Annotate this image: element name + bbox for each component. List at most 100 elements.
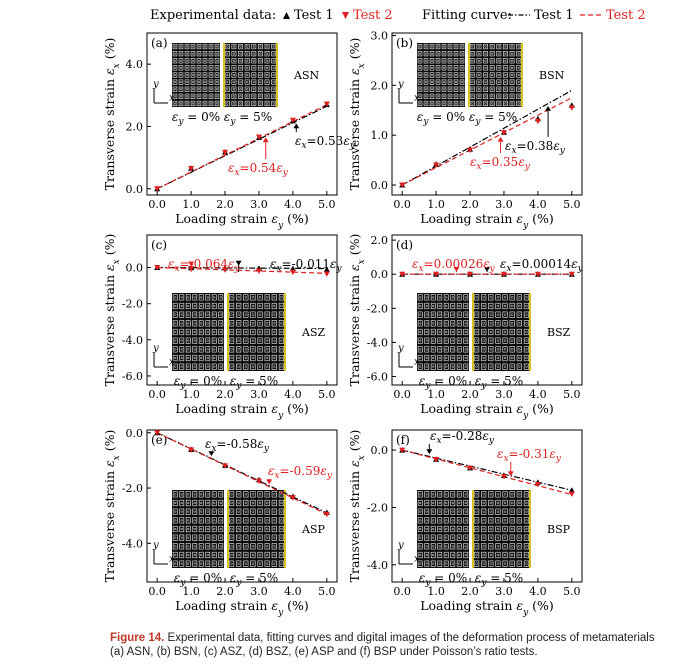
image-initial-hole (458, 527, 461, 531)
image-initial-hole (448, 88, 452, 91)
image-initial-hole (432, 356, 435, 360)
plot-frame (146, 234, 338, 386)
image-initial-cell (185, 346, 191, 353)
image-initial-hole (180, 527, 183, 531)
image-stretched-hole (525, 339, 528, 342)
image-stretched-cell (523, 543, 530, 550)
image-initial-cell (202, 86, 208, 92)
image-initial-hole (213, 536, 216, 539)
image-initial-cell (417, 58, 423, 64)
image-stretched-cell (271, 79, 277, 85)
image-stretched-hole (244, 322, 248, 325)
image-stretched-hole (258, 365, 262, 368)
image-stretched-hole (475, 501, 478, 505)
image-initial-hole (179, 52, 183, 55)
image-initial-cell (424, 543, 430, 550)
image-stretched-hole (226, 88, 229, 91)
image-stretched-hole (265, 519, 269, 522)
image-stretched-hole (251, 536, 255, 539)
image-initial-cell (450, 491, 456, 498)
image-initial-cell (198, 560, 204, 567)
image-initial-hole (438, 356, 441, 360)
image-stretched-hole (259, 59, 262, 62)
image-stretched-cell (481, 328, 487, 336)
image-stretched-cell (488, 560, 494, 567)
image-initial-hole (180, 365, 183, 368)
image-initial-hole (464, 501, 467, 505)
image-initial-hole (191, 45, 195, 48)
image-initial-cell (172, 534, 178, 541)
image-initial-hole (425, 356, 428, 360)
image-initial-hole (209, 102, 213, 105)
image-initial-cell (417, 320, 423, 327)
image-initial-cell (205, 551, 211, 559)
data-point-test2 (467, 271, 474, 278)
image-stretched-hole (232, 52, 236, 55)
image-initial-cell (435, 43, 441, 50)
image-initial-cell (172, 294, 178, 301)
image-stretched-hole (226, 66, 229, 70)
fit-line-test1 (156, 105, 328, 190)
image-initial-hole (454, 66, 458, 69)
image-stretched-cell (473, 363, 480, 370)
image-stretched-hole (244, 313, 248, 316)
image-stretched-cell (264, 72, 270, 78)
image-initial-cell (172, 100, 178, 107)
image-stretched-hole (491, 102, 494, 105)
image-stretched-cell (489, 43, 495, 50)
image-stretched-hole (237, 313, 240, 316)
image-stretched-cell (278, 311, 285, 318)
image-initial-hole (464, 330, 467, 334)
image-initial-hole (458, 322, 461, 325)
image-initial-cell (202, 93, 208, 99)
image-initial-hole (424, 52, 428, 55)
image-stretched-cell (278, 328, 285, 336)
image-initial-cell (185, 354, 191, 362)
image-stretched-hole (510, 304, 514, 308)
image-initial-hole (213, 545, 216, 548)
image-stretched-cell (509, 551, 515, 559)
image-stretched-cell (278, 346, 285, 353)
image-stretched-cell (250, 499, 256, 507)
image-stretched-cell (516, 525, 522, 533)
image-stretched-hole (510, 88, 514, 91)
image-initial-cell (192, 491, 198, 498)
image-stretched-cell (483, 58, 489, 64)
image-initial-cell (443, 560, 449, 567)
image-initial-hole (187, 348, 190, 351)
image-initial-cell (447, 43, 453, 50)
legend-experimental-label: Experimental data: (150, 8, 276, 23)
image-stretched-cell (469, 93, 475, 99)
image-initial-hole (206, 501, 209, 505)
image-stretched-cell (473, 551, 480, 559)
image-initial-cell (423, 58, 429, 64)
image-initial-hole (203, 88, 207, 91)
data-point-test2 (500, 271, 507, 278)
image-stretched-hole (482, 330, 485, 334)
image-initial-hole (464, 296, 467, 299)
coordinate-axes-icon (153, 353, 168, 368)
image-initial-cell (198, 363, 204, 370)
image-initial-cell (185, 508, 191, 515)
image-initial-hole (445, 313, 448, 316)
image-initial-hole (180, 545, 183, 548)
image-stretched-cell (509, 79, 515, 85)
y-tick-label: 1.0 (371, 129, 389, 142)
image-stretched-hole (489, 304, 493, 308)
image-initial-cell (192, 294, 198, 301)
image-stretched-cell (516, 508, 522, 515)
image-stretched-cell (496, 43, 502, 50)
image-initial-cell (437, 551, 443, 559)
image-stretched-cell (473, 320, 480, 327)
x-tick-label: 3.0 (495, 388, 513, 401)
image-stretched-hole (265, 493, 269, 496)
x-tick-label: 2.0 (216, 198, 234, 211)
image-stretched-hole (504, 73, 507, 77)
annotation-test1-arrowhead (484, 266, 490, 272)
image-stretched-hole (272, 52, 275, 55)
image-initial-cell (459, 100, 465, 107)
image-stretched-cell (481, 320, 487, 327)
image-stretched-cell (243, 337, 249, 344)
image-stretched-cell (476, 79, 482, 85)
image-initial-hole (436, 66, 440, 69)
